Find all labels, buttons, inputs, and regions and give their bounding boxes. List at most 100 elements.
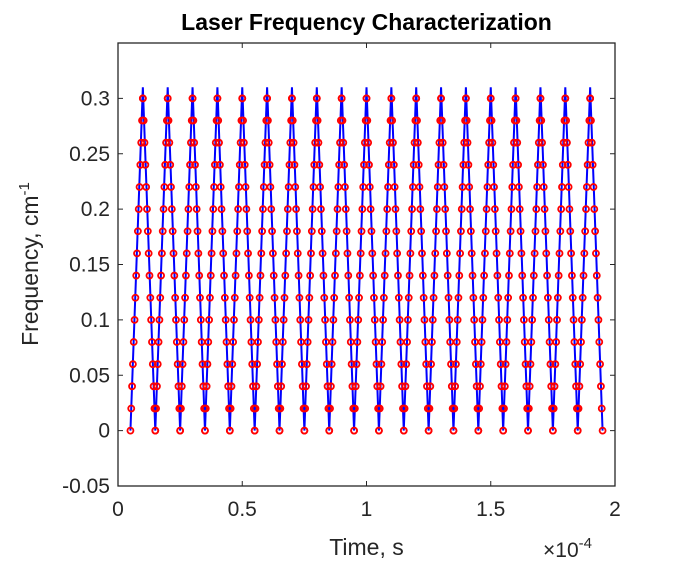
data-point-marker [338, 116, 347, 125]
data-point-marker [133, 249, 141, 258]
data-point-marker [384, 160, 393, 169]
data-point-marker [260, 160, 269, 169]
data-point-marker [519, 315, 528, 324]
data-point-marker [289, 138, 298, 147]
data-point-marker [422, 360, 431, 369]
data-point-marker [457, 227, 465, 236]
data-point-marker [413, 138, 422, 147]
data-point-marker [279, 315, 288, 324]
data-point-marker [428, 338, 436, 346]
data-point-marker [500, 382, 509, 391]
data-point-marker [170, 271, 179, 280]
data-point-marker [444, 293, 453, 302]
data-point-marker [405, 271, 414, 280]
data-point-marker [537, 116, 546, 125]
x-axis-exponent-power: -4 [579, 535, 592, 552]
data-point-marker [400, 404, 409, 413]
data-point-marker [590, 205, 599, 214]
data-point-marker [333, 205, 342, 214]
data-point-marker [126, 426, 135, 435]
data-point-marker [250, 426, 259, 435]
data-point-marker [346, 315, 354, 324]
data-point-marker [198, 360, 207, 369]
data-point-marker [245, 293, 254, 302]
data-point-marker [597, 404, 606, 413]
data-point-marker [264, 138, 273, 147]
data-point-marker [488, 138, 497, 147]
data-point-marker [242, 205, 251, 214]
data-point-marker [491, 227, 500, 236]
data-point-marker [443, 271, 452, 280]
data-point-marker [455, 271, 464, 280]
data-point-marker [548, 426, 557, 435]
data-point-marker [230, 293, 239, 302]
data-point-marker [227, 382, 236, 391]
data-point-marker [555, 249, 564, 258]
data-point-marker [302, 360, 311, 369]
data-point-marker [416, 205, 425, 214]
data-point-marker [171, 293, 180, 302]
data-point-marker [317, 227, 326, 236]
data-point-marker [266, 183, 275, 191]
data-point-marker [225, 426, 234, 435]
data-point-marker [173, 360, 182, 369]
data-point-marker [259, 205, 267, 214]
data-point-marker [229, 338, 238, 346]
data-point-marker [328, 338, 337, 346]
data-point-marker [285, 160, 294, 169]
data-point-marker [489, 160, 498, 169]
data-point-marker [189, 116, 198, 125]
data-point-marker [466, 227, 475, 236]
data-point-marker [450, 404, 459, 413]
data-point-marker [364, 138, 373, 147]
data-point-marker [164, 116, 173, 125]
data-point-marker [402, 360, 411, 369]
data-point-marker [467, 249, 476, 258]
data-point-marker [283, 205, 292, 214]
data-point-marker [452, 360, 460, 369]
data-point-marker [218, 227, 227, 236]
x-tick-label: 1.5 [476, 498, 505, 521]
data-point-marker [369, 271, 378, 280]
data-point-marker [281, 271, 290, 280]
data-point-marker [316, 183, 325, 191]
data-point-marker [583, 160, 592, 169]
data-point-marker [254, 338, 262, 346]
data-point-marker [500, 404, 508, 413]
data-point-marker [152, 404, 161, 413]
data-point-marker [574, 404, 583, 413]
data-point-marker [317, 205, 325, 214]
data-point-marker [214, 116, 223, 125]
data-point-marker [391, 205, 400, 214]
data-point-marker [304, 315, 313, 324]
data-point-marker [593, 293, 602, 302]
data-point-marker [474, 426, 483, 435]
data-point-marker [406, 249, 415, 258]
data-point-marker [426, 382, 435, 391]
data-point-marker [149, 382, 158, 391]
data-point-marker [280, 293, 289, 302]
data-point-marker [451, 382, 460, 391]
data-point-marker [375, 404, 384, 413]
data-point-marker [512, 116, 521, 125]
data-point-marker [437, 94, 445, 103]
data-point-marker [586, 94, 595, 103]
data-point-marker [427, 360, 436, 369]
data-point-marker [434, 160, 443, 169]
data-point-marker [362, 94, 371, 103]
data-point-marker [510, 138, 518, 147]
data-point-marker [367, 227, 376, 236]
data-point-marker [454, 293, 463, 302]
data-point-marker [538, 138, 547, 147]
data-point-marker [459, 160, 468, 169]
data-point-marker [244, 249, 252, 258]
data-point-marker [404, 293, 413, 302]
data-point-marker [278, 338, 287, 346]
data-point-marker [202, 382, 211, 391]
data-point-marker [148, 360, 157, 369]
data-point-marker [308, 205, 317, 214]
data-point-marker [408, 205, 416, 214]
data-point-marker [543, 271, 551, 280]
data-point-marker [563, 160, 572, 169]
data-point-marker [209, 205, 218, 214]
